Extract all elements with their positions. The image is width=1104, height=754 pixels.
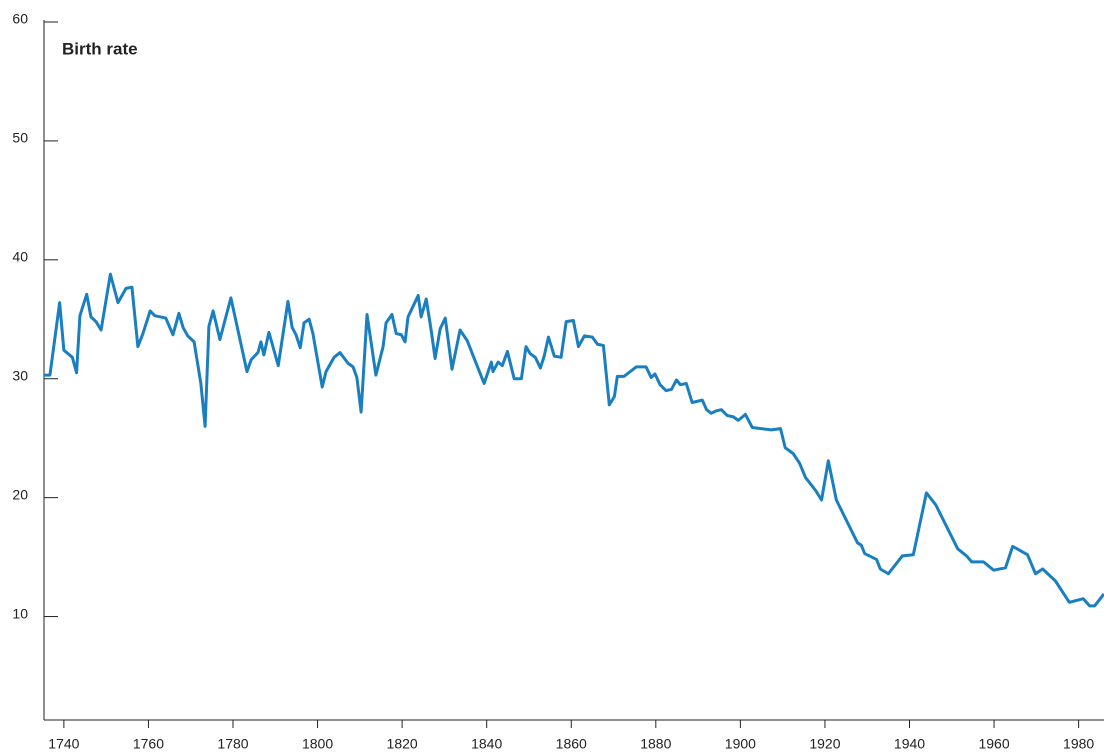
x-tick-label: 1880 <box>640 736 671 752</box>
x-tick-label: 1740 <box>48 736 79 752</box>
y-tick-label: 30 <box>12 367 28 383</box>
x-tick-label: 1920 <box>809 736 840 752</box>
y-tick-label: 40 <box>12 249 28 265</box>
y-tick-label: 10 <box>12 605 28 621</box>
y-tick-label: 50 <box>12 130 28 146</box>
y-tick-label: 60 <box>12 11 28 27</box>
x-tick-label: 1940 <box>894 736 925 752</box>
x-tick-label: 1860 <box>556 736 587 752</box>
x-tick-label: 1900 <box>725 736 756 752</box>
x-tick-label: 1780 <box>217 736 248 752</box>
x-tick-label: 1820 <box>387 736 418 752</box>
line <box>44 272 1104 608</box>
y-axis-title: Birth rate <box>62 39 138 58</box>
x-tick-label: 1980 <box>1063 736 1094 752</box>
y-tick-label: 20 <box>12 486 28 502</box>
x-tick-label: 1960 <box>978 736 1009 752</box>
x-tick-label: 1840 <box>471 736 502 752</box>
x-tick-label: 1800 <box>302 736 333 752</box>
x-tick-label: 1760 <box>133 736 164 752</box>
